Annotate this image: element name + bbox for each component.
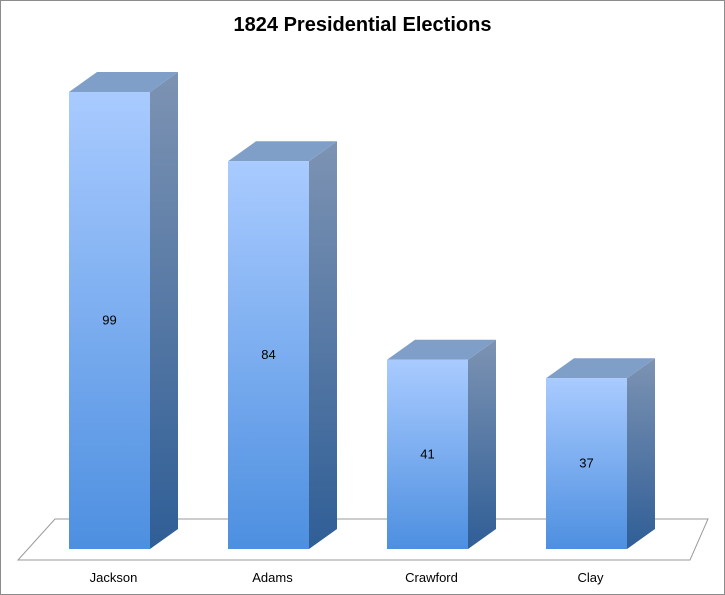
bar-side-crawford [468,339,496,549]
bar-top-jackson [69,72,178,92]
chart-floor [16,518,709,561]
bar-adams: 84 [228,141,337,549]
category-label-clay: Clay [577,570,604,585]
bar-group: 99 84 41 37 [69,72,655,549]
bar-front-adams [228,161,309,549]
category-label-adams: Adams [252,570,293,585]
bar-side-clay [627,358,655,549]
value-label-adams: 84 [261,347,275,362]
value-label-crawford: 41 [420,446,434,461]
bar-clay: 37 [546,358,655,549]
bar-front-crawford [387,359,468,549]
bar-crawford: 41 [387,339,496,549]
bar-front-jackson [69,92,150,549]
bar-jackson: 99 [69,72,178,549]
value-label-clay: 37 [579,456,593,471]
value-label-jackson: 99 [102,313,116,328]
category-label-crawford: Crawford [405,570,458,585]
category-labels: Jackson Adams Crawford Clay [90,570,604,585]
chart-title: 1824 Presidential Elections [233,14,492,36]
bar-side-jackson [150,72,178,549]
bar-top-clay [546,358,655,379]
category-label-jackson: Jackson [90,570,138,585]
bar-top-adams [228,141,337,162]
bar-side-adams [309,141,337,549]
bar-top-crawford [387,339,496,360]
bar-front-clay [546,378,627,549]
